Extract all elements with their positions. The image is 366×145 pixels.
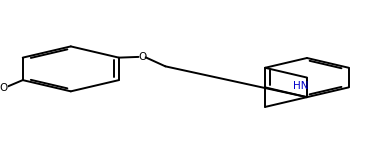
Text: O: O (138, 52, 146, 62)
Text: O: O (0, 83, 7, 93)
Text: HN: HN (293, 81, 308, 91)
